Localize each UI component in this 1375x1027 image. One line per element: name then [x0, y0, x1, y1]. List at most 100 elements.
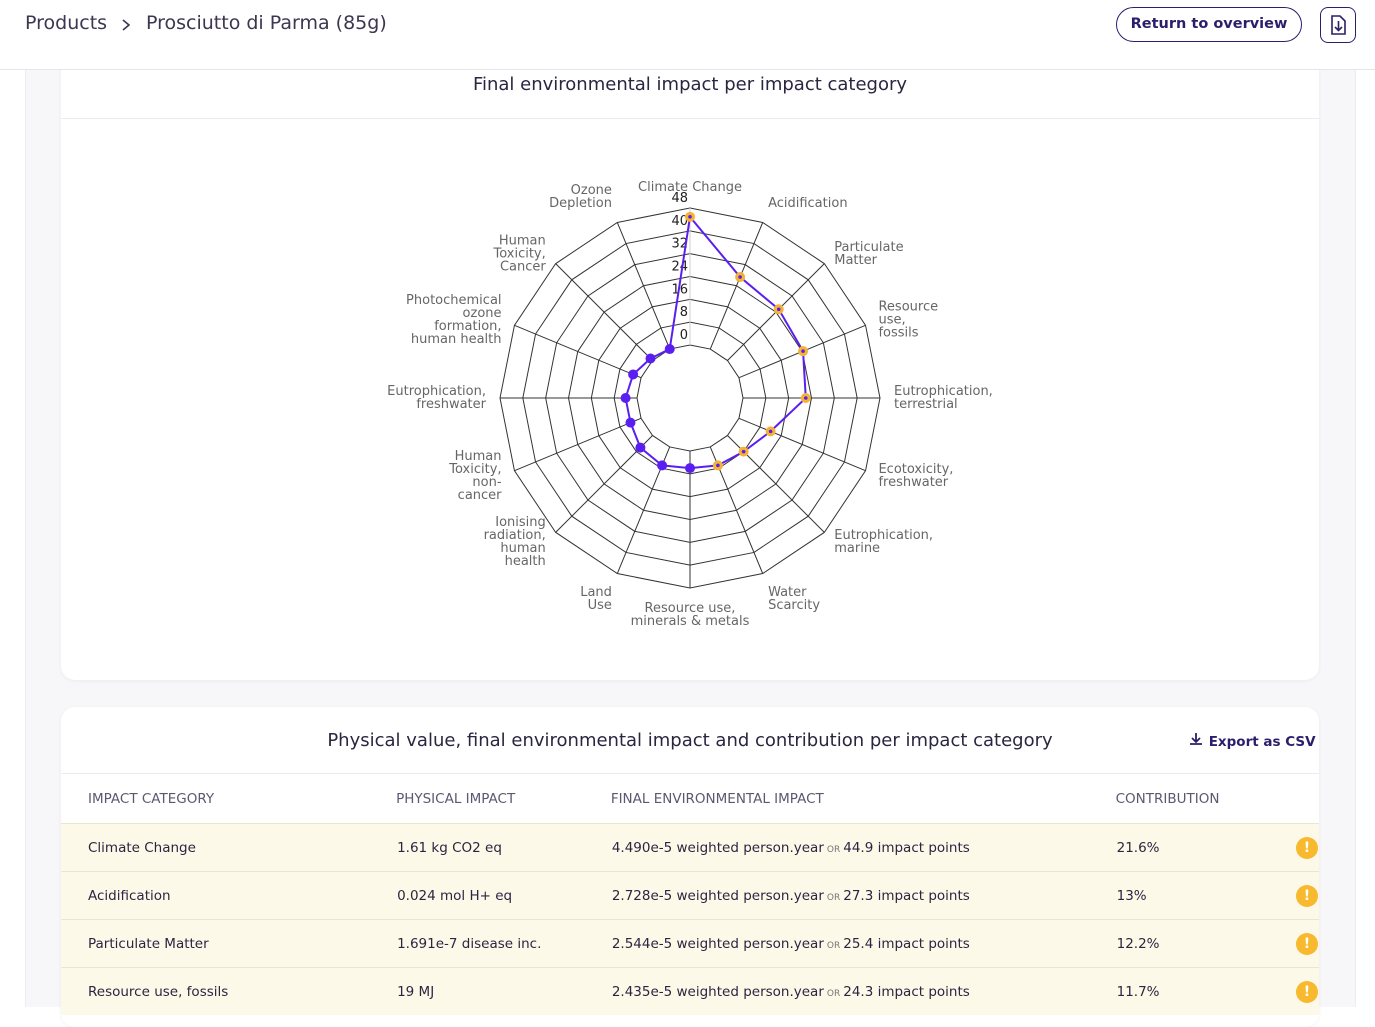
warning-cell: ! [1296, 871, 1319, 920]
table-header: IMPACT CATEGORY PHYSICAL IMPACT FINAL ENVI… [61, 773, 1319, 824]
warning-cell: ! [1296, 823, 1319, 872]
data-point-center [648, 356, 653, 361]
table-body: Climate Change 1.61 kg CO2 eq 4.490e-5 wei… [61, 823, 1319, 1015]
download-button[interactable] [1320, 7, 1356, 43]
category-label: Resource use, fossils [878, 299, 939, 341]
data-point-center [631, 372, 635, 377]
category-label: Water Scarcity [768, 585, 821, 614]
export-label: Export as CSV [1208, 734, 1316, 750]
r-tick-label: 8 [680, 305, 688, 320]
physical-cell: 1.61 kg CO2 eq [396, 823, 611, 872]
chart-title: Final environmental impact per impact ca… [472, 74, 908, 95]
category-cell: Climate Change [61, 823, 397, 872]
r-tick-label: 32 [671, 237, 688, 252]
category-label: Ozone Depletion [549, 182, 612, 211]
spoke [514, 417, 642, 472]
data-point-center [628, 420, 633, 425]
impact-points: 44.9 impact points [843, 839, 970, 856]
data-point-center [638, 445, 643, 450]
table-row: Resource use, fossils 19 MJ 2.435e-5 weigh… [61, 967, 1319, 1015]
contribution-cell: 13% [1115, 871, 1296, 920]
data-point-center [803, 396, 808, 400]
weighted-value: 2.728e-5 weighted person.year [611, 887, 824, 904]
data-point-center [688, 215, 692, 219]
warning-icon[interactable]: ! [1296, 980, 1318, 1003]
weighted-value: 2.544e-5 weighted person.year [611, 935, 824, 952]
category-cell: Resource use, fossils [61, 967, 397, 1015]
category-label: Land Use [580, 585, 612, 614]
data-point-center [667, 347, 672, 351]
data-point-center [688, 466, 692, 470]
series-line [624, 214, 807, 470]
category-label: Acidification [768, 195, 848, 211]
table-card: Physical value, final environmental impa… [61, 707, 1319, 1027]
category-label: Photochemical ozone formation, human hea… [406, 292, 502, 347]
or-separator: OR [826, 844, 841, 855]
spoke [514, 324, 642, 379]
download-icon [1331, 15, 1346, 35]
breadcrumb-link[interactable]: Products [25, 12, 108, 34]
column-header: FINAL ENVIRONMENTAL IMPACT [610, 773, 1116, 824]
table-row: Climate Change 1.61 kg CO2 eq 4.490e-5 wei… [61, 823, 1319, 872]
data-point-center [660, 463, 664, 468]
data-point-center [623, 396, 628, 400]
breadcrumb-current: Prosciutto di Parma (85g) [146, 12, 387, 34]
impact-points: 27.3 impact points [843, 887, 970, 904]
physical-cell: 0.024 mol H+ eq [396, 871, 611, 920]
warning-cell: ! [1296, 967, 1319, 1015]
physical-cell: 19 MJ [396, 967, 611, 1015]
r-tick-label: 0 [680, 328, 688, 343]
top-bar: Products Prosciutto di Parma (85g) Retur… [0, 0, 1375, 70]
or-separator: OR [826, 988, 841, 999]
contribution-cell: 21.6% [1115, 823, 1296, 872]
column-header: PHYSICAL IMPACT [396, 773, 611, 824]
warning-icon[interactable]: ! [1296, 884, 1318, 907]
or-separator: OR [826, 940, 841, 951]
data-point-center [738, 275, 742, 279]
data-point-center [768, 429, 773, 434]
category-label: Eutrophication, terrestrial [894, 384, 993, 412]
category-cell: Acidification [61, 871, 397, 920]
or-separator: OR [826, 892, 841, 903]
table-row: Particulate Matter 1.691e-7 disease inc. 2… [61, 919, 1319, 968]
spoke [709, 222, 764, 350]
category-label: Human Toxicity, Cancer [493, 233, 546, 275]
weighted-value: 2.435e-5 weighted person.year [611, 983, 824, 1000]
r-tick-label: 48 [671, 191, 688, 206]
physical-cell: 1.691e-7 disease inc. [396, 919, 611, 968]
category-label: Human Toxicity, non-cancer [449, 449, 502, 504]
final-impact-cell: 2.544e-5 weighted person.year OR 25.4 impa… [610, 919, 1116, 968]
spoke [555, 263, 653, 361]
warning-cell: ! [1296, 919, 1319, 968]
impact-table: IMPACT CATEGORY PHYSICAL IMPACT FINAL ENVI… [61, 773, 1319, 1015]
r-tick-label: 24 [671, 260, 688, 275]
impact-points: 24.3 impact points [843, 983, 970, 1000]
contribution-cell: 11.7% [1115, 967, 1296, 1015]
r-tick-label: 40 [671, 214, 688, 229]
spoke [738, 417, 866, 472]
category-cell: Particulate Matter [61, 919, 397, 968]
column-header: IMPACT CATEGORY [61, 773, 397, 824]
column-header: CONTRIBUTION [1115, 773, 1296, 824]
divider [61, 118, 1319, 119]
spoke [616, 222, 671, 350]
category-label: Ionising radiation, human health [483, 515, 546, 570]
column-header-blank [1296, 773, 1319, 824]
category-label: Climate Change [638, 180, 742, 195]
category-label: Eutrophication, marine [834, 528, 934, 557]
data-point-center [741, 449, 746, 454]
table-title: Physical value, final environmental impa… [327, 730, 1053, 751]
category-label: Eutrophication, freshwater [387, 384, 486, 412]
spoke [555, 435, 653, 533]
warning-icon[interactable]: ! [1296, 932, 1318, 955]
return-button[interactable]: Return to overview [1116, 7, 1302, 42]
final-impact-cell: 2.435e-5 weighted person.year OR 24.3 impa… [610, 967, 1116, 1015]
export-link[interactable]: Export as CSV [1188, 732, 1316, 750]
data-point-center [716, 463, 720, 468]
warning-icon[interactable]: ! [1296, 836, 1318, 859]
final-impact-cell: 2.728e-5 weighted person.year OR 27.3 impa… [610, 871, 1116, 920]
impact-points: 25.4 impact points [843, 935, 970, 952]
data-point-center [776, 307, 781, 312]
category-label: Particulate Matter [834, 239, 904, 268]
